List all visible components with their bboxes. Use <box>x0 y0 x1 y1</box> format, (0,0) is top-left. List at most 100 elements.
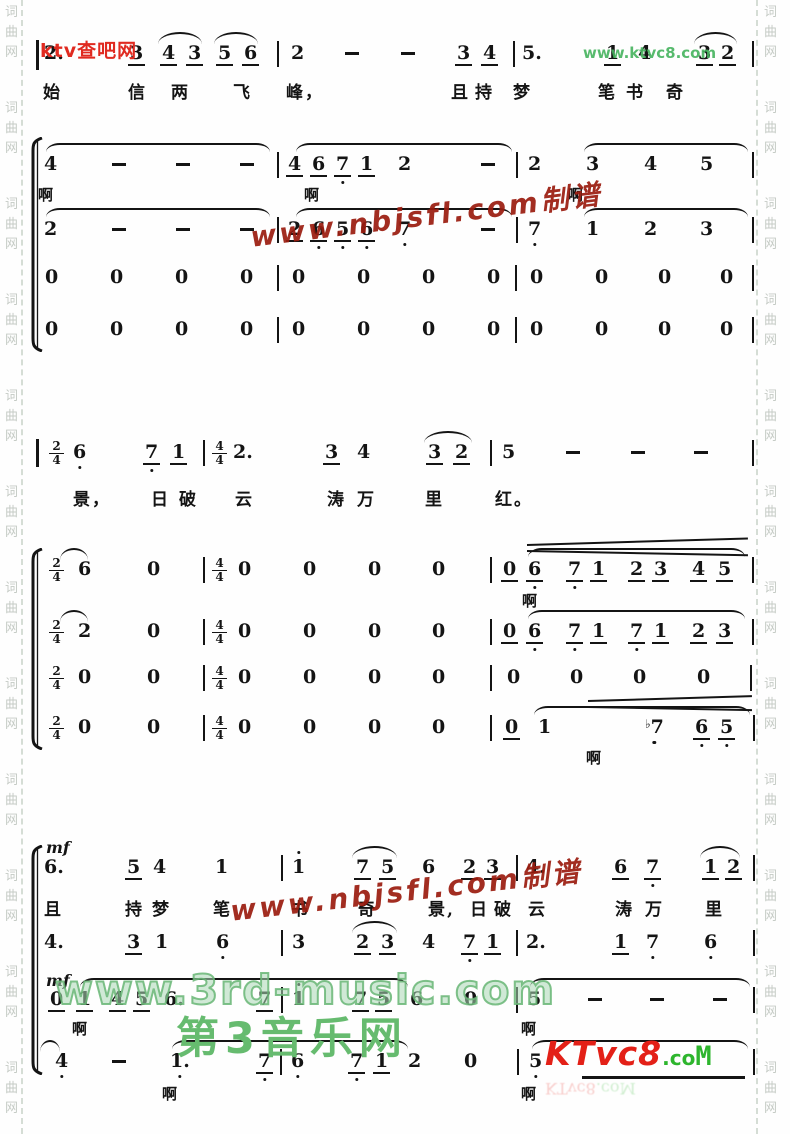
note: 2 <box>291 42 305 64</box>
lyric: 云 <box>235 490 254 510</box>
edge-watermark-char: 曲 <box>5 697 19 712</box>
note: 5. <box>522 42 542 64</box>
barline <box>515 265 517 291</box>
note: 2 <box>644 218 658 240</box>
note: 7 <box>352 988 370 1012</box>
edge-watermark-char: 词 <box>764 101 778 116</box>
lyric: 啊 <box>568 186 586 204</box>
edge-watermark-char: 词 <box>5 293 19 308</box>
note: 6 <box>242 42 260 66</box>
edge-watermark-char: 曲 <box>764 985 778 1000</box>
note: 3 <box>484 856 502 880</box>
rest-note: 0 <box>368 666 382 688</box>
rest-note: 0 <box>147 716 161 738</box>
note: 4 <box>644 153 658 175</box>
edge-watermark-char: 网 <box>5 237 19 252</box>
note: 7 <box>566 560 584 590</box>
lyric: 涛 <box>615 900 634 920</box>
note: 2 <box>453 441 471 465</box>
edge-watermark-char: 曲 <box>764 889 778 904</box>
edge-watermark-char: 词 <box>5 773 19 788</box>
note: 3 <box>323 441 341 465</box>
note: 5 <box>700 153 714 175</box>
edge-watermark-char: 词 <box>5 1061 19 1076</box>
rest-note: 0 <box>110 266 124 288</box>
edge-watermark-char: 曲 <box>5 25 19 40</box>
note: 7 <box>398 220 411 247</box>
slur <box>530 978 750 987</box>
edge-watermark-char: 网 <box>5 525 19 540</box>
note: 7 <box>528 220 541 247</box>
slur <box>528 548 745 557</box>
ktvc8-logo-suffix: .co <box>662 1046 696 1070</box>
edge-watermark-char: 词 <box>5 101 19 116</box>
dash-note <box>713 998 727 1001</box>
note: 3 <box>128 42 146 66</box>
slur <box>296 143 512 152</box>
note: 4 <box>286 153 304 177</box>
barline <box>203 715 205 741</box>
rest-note: 0 <box>292 318 306 340</box>
barline <box>753 987 755 1013</box>
logo-underline <box>582 1076 745 1079</box>
barline <box>516 855 518 881</box>
note: 1 <box>373 1050 391 1074</box>
note: 6 <box>78 558 92 580</box>
note: 1 <box>538 716 552 738</box>
note: 1 <box>590 620 608 644</box>
crescendo-line <box>526 537 748 546</box>
note: 6. <box>44 856 64 878</box>
edge-watermark-char: 网 <box>5 45 19 60</box>
edge-watermark-char: 曲 <box>764 697 778 712</box>
edge-watermark-char: 曲 <box>764 121 778 136</box>
edge-watermark-char: 词 <box>764 581 778 596</box>
dash-note <box>240 163 254 166</box>
lyric: 啊 <box>521 1085 539 1103</box>
lyric: 里 <box>425 490 444 510</box>
dash-note <box>481 163 495 166</box>
slur <box>46 143 270 152</box>
barline <box>516 930 518 956</box>
note: 1 <box>215 856 229 878</box>
edge-watermark-char: 词 <box>5 389 19 404</box>
lyric: 日 <box>151 490 170 510</box>
lyric: 始 <box>43 83 62 103</box>
barline <box>203 557 205 583</box>
rest-note: 0 <box>357 318 371 340</box>
barline <box>753 930 755 956</box>
note: 7 <box>348 1052 366 1082</box>
rest-note: 0 <box>464 1050 478 1072</box>
note: 1 <box>702 856 720 880</box>
rest-note: 0 <box>432 716 446 738</box>
rest-note: 0 <box>147 620 161 642</box>
rest-note: 0 <box>303 558 317 580</box>
note: 6. <box>164 988 184 1010</box>
barline <box>280 1049 282 1075</box>
note: 2 <box>725 856 743 880</box>
rest-note: 0 <box>432 666 446 688</box>
lyric: 景, <box>428 900 455 920</box>
barline <box>490 619 492 645</box>
lyric: 啊 <box>522 592 540 610</box>
note: 1 <box>358 153 376 177</box>
rest-note: 0 <box>368 620 382 642</box>
edge-watermark-char: 词 <box>764 965 778 980</box>
dash-note <box>112 228 126 231</box>
rest-note: 0 <box>240 266 254 288</box>
lyric: 里 <box>705 900 724 920</box>
ktvc8-logo-m: M <box>695 1041 712 1072</box>
slur <box>80 978 408 987</box>
rest-note: 0 <box>303 716 317 738</box>
note: 6 <box>704 933 717 960</box>
note: 3 <box>379 931 397 955</box>
lyric: 云 <box>528 900 547 920</box>
edge-watermark-char: 网 <box>764 717 778 732</box>
rest-note: 0 <box>432 558 446 580</box>
note: 6 <box>693 718 711 748</box>
note: 5 <box>529 1052 542 1079</box>
edge-watermark-char: 网 <box>764 237 778 252</box>
system-bracket <box>28 136 44 356</box>
barline <box>490 557 492 583</box>
rest-note: 0 <box>487 266 501 288</box>
